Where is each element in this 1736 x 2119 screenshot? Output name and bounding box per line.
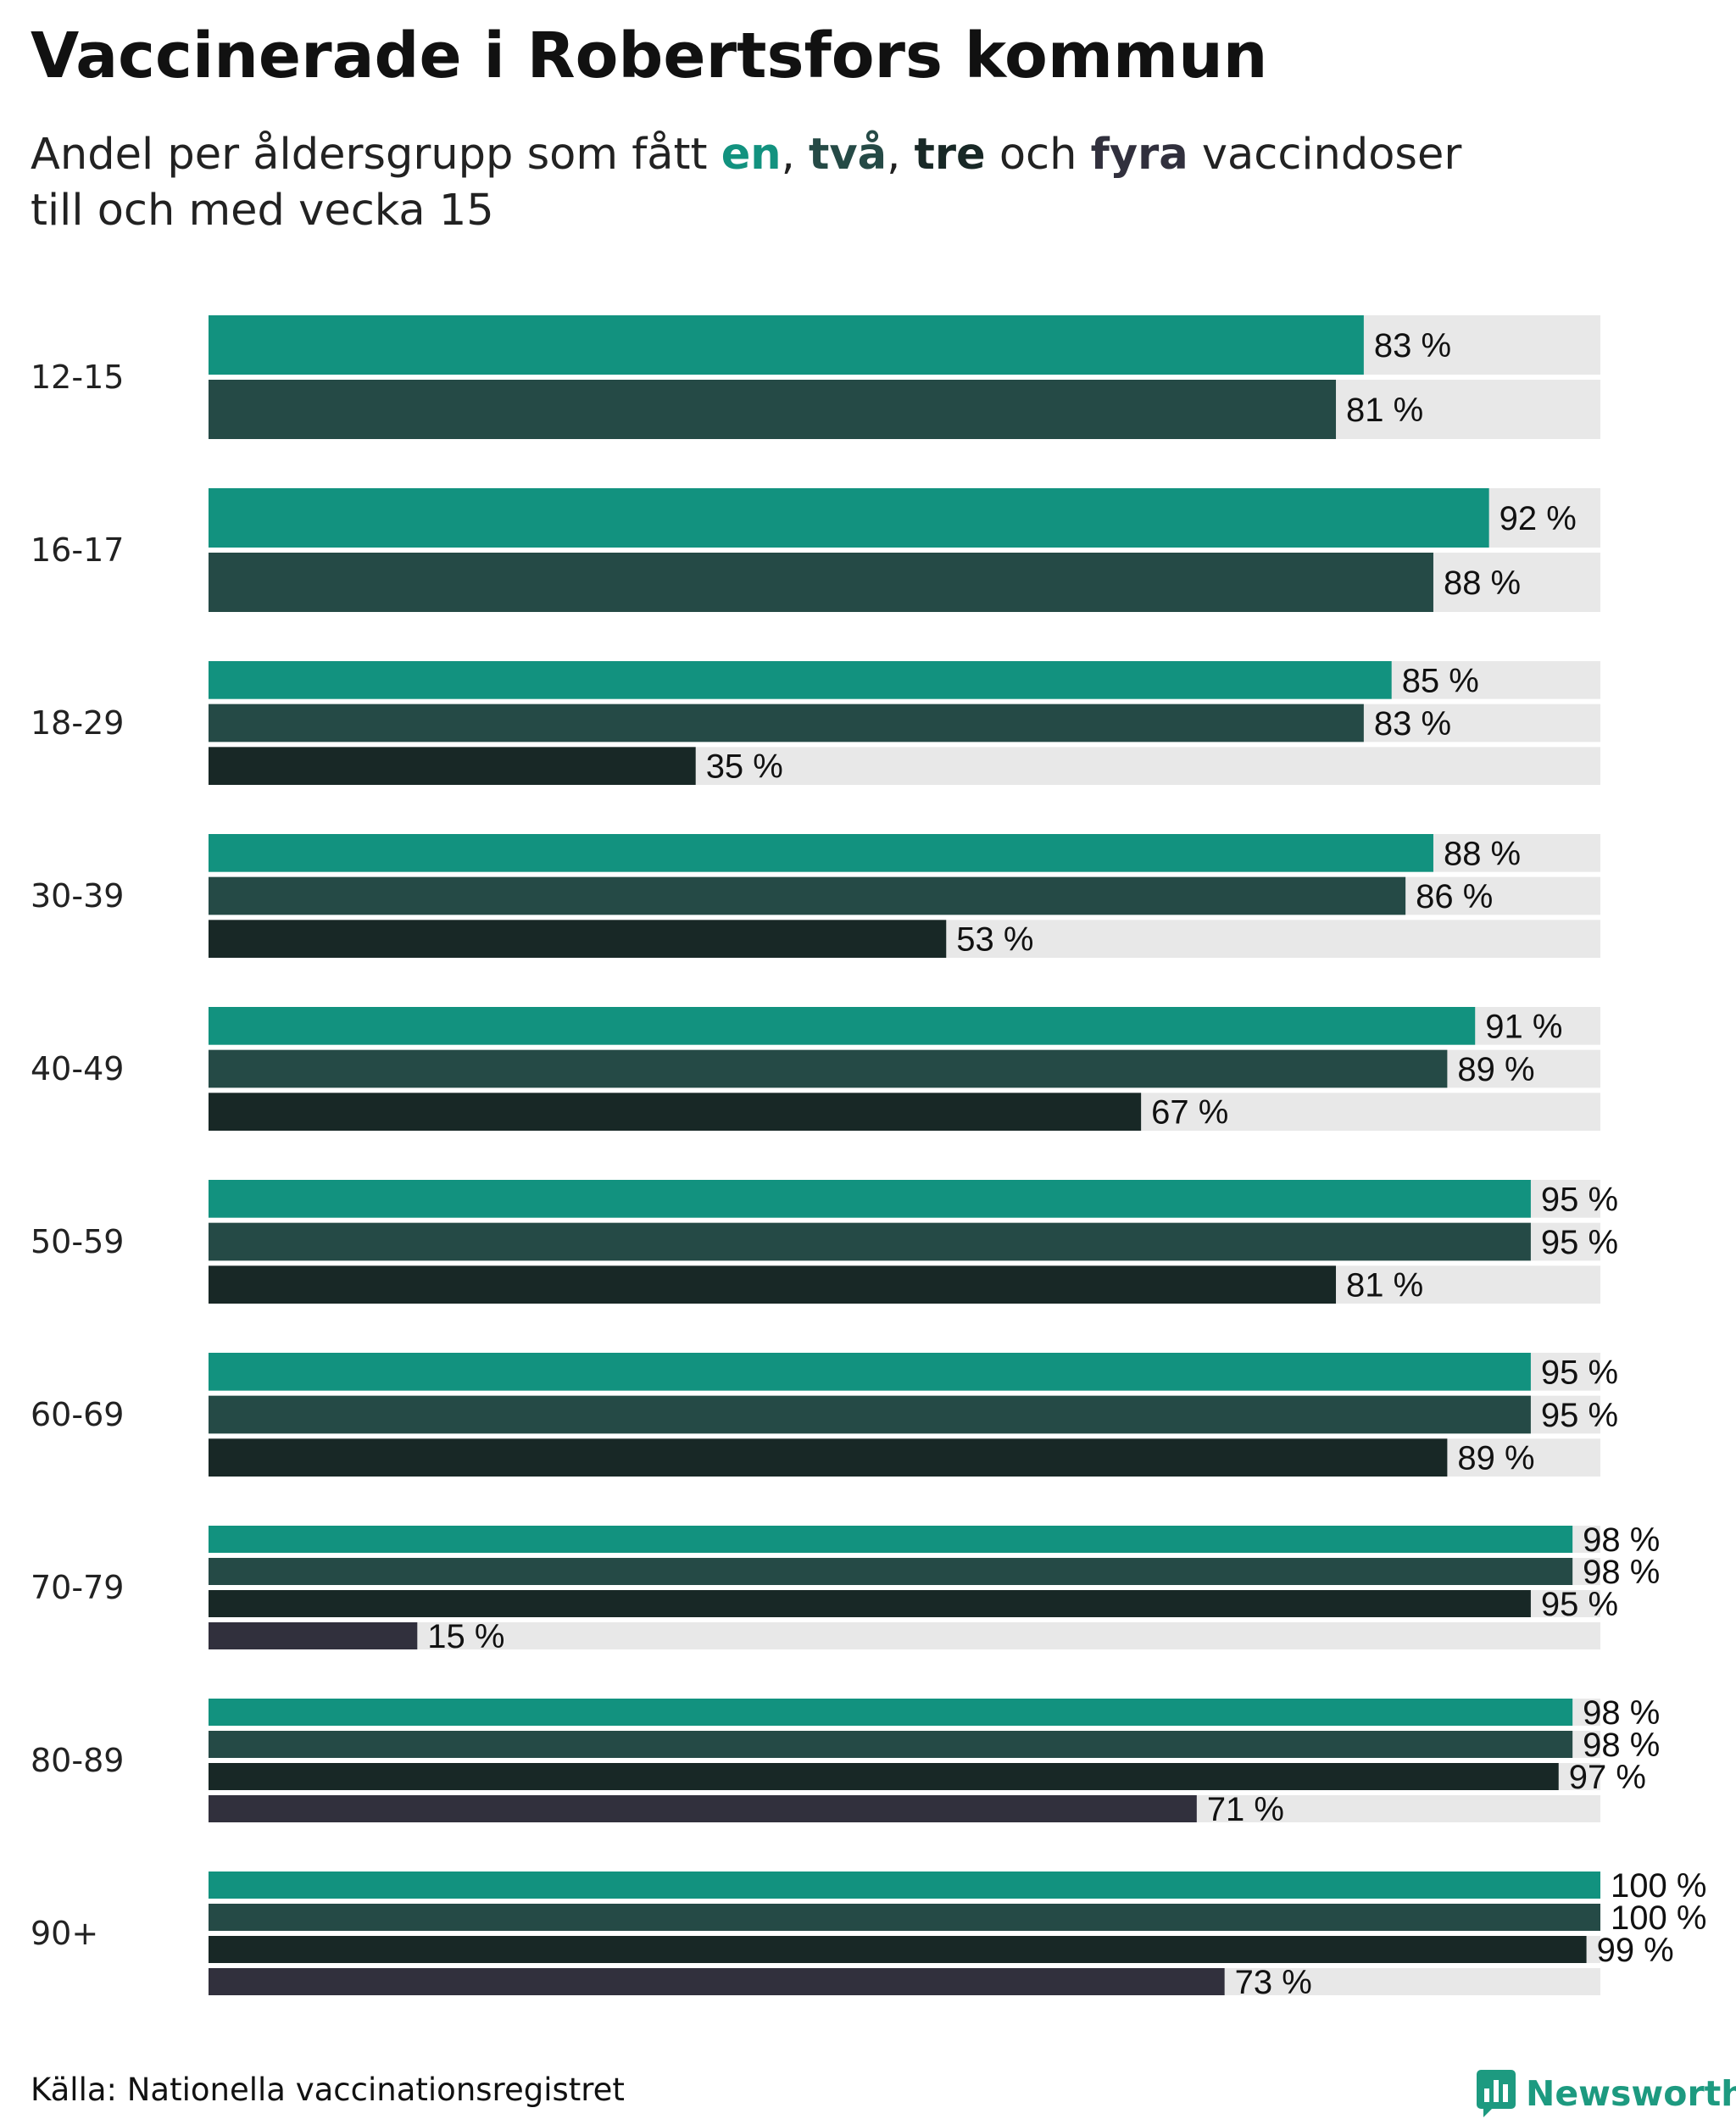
bar (209, 1093, 1142, 1131)
bar (209, 876, 1406, 915)
bar (209, 1222, 1531, 1261)
legend-dose-3: tre (914, 130, 986, 180)
data-label: 83 % (1374, 705, 1451, 742)
bar (209, 1526, 1573, 1553)
data-label: 89 % (1457, 1440, 1534, 1477)
bar (209, 661, 1392, 699)
data-label: 86 % (1416, 878, 1493, 915)
bar (209, 747, 696, 785)
bar (209, 1438, 1448, 1477)
data-label: 91 % (1485, 1008, 1562, 1045)
bar (209, 1936, 1587, 1963)
brand-name: Newsworthy (1526, 2073, 1736, 2114)
bar (209, 380, 1337, 439)
bar (209, 1558, 1573, 1585)
data-label: 98 % (1583, 1554, 1660, 1591)
bar (209, 1795, 1197, 1822)
bar (209, 1049, 1448, 1088)
subtitle-separator: , (887, 130, 915, 180)
category-label: 60-69 (31, 1396, 124, 1433)
data-label: 95 % (1541, 1354, 1618, 1391)
bar (209, 1265, 1337, 1304)
data-label: 95 % (1541, 1397, 1618, 1434)
bar (209, 1622, 418, 1649)
bar (209, 1395, 1531, 1434)
data-label: 98 % (1583, 1727, 1660, 1764)
bar-chart-speech-bubble-icon (1477, 2070, 1516, 2117)
newsworthy-logo: Newsworthy (1477, 2069, 1736, 2118)
data-label: 67 % (1151, 1094, 1228, 1132)
source-note: Källa: Nationella vaccinationsregistret (31, 2072, 625, 2108)
bar (209, 1353, 1531, 1391)
bar (209, 1904, 1600, 1931)
bar (209, 1180, 1531, 1218)
subtitle-separator: och (985, 130, 1091, 180)
category-label: 70-79 (31, 1569, 124, 1606)
data-label: 73 % (1235, 1964, 1312, 2001)
data-label: 95 % (1541, 1224, 1618, 1261)
data-label: 99 % (1597, 1932, 1674, 1969)
data-label: 81 % (1346, 1267, 1423, 1304)
category-label: 90+ (31, 1915, 98, 1952)
category-label: 40-49 (31, 1050, 124, 1087)
bar (209, 1699, 1573, 1726)
data-label: 95 % (1541, 1181, 1618, 1218)
data-label: 97 % (1569, 1759, 1646, 1796)
bar (209, 488, 1489, 548)
data-label: 53 % (956, 921, 1033, 959)
legend-dose-4: fyra (1090, 130, 1188, 180)
chart-subtitle: Andel per åldersgrupp som fått en, två, … (31, 127, 1461, 239)
bar-track (209, 1622, 1600, 1649)
data-label: 100 % (1611, 1867, 1706, 1905)
data-label: 89 % (1457, 1051, 1534, 1088)
subtitle-line-2: till och med vecka 15 (31, 186, 494, 236)
data-label: 95 % (1541, 1586, 1618, 1623)
bar (209, 553, 1433, 612)
data-label: 85 % (1402, 662, 1479, 699)
data-label: 83 % (1374, 327, 1451, 364)
bar (209, 920, 947, 958)
bar (209, 1731, 1573, 1758)
bar (209, 1872, 1600, 1899)
bar (209, 1968, 1225, 1995)
bar (209, 704, 1364, 742)
category-label: 80-89 (31, 1742, 124, 1779)
bar (209, 1763, 1559, 1790)
data-label: 88 % (1444, 565, 1521, 602)
legend-dose-2: två (809, 130, 887, 180)
data-label: 92 % (1500, 500, 1577, 537)
chart-title: Vaccinerade i Robertsfors kommun (31, 19, 1268, 92)
data-label: 15 % (427, 1618, 504, 1655)
category-label: 50-59 (31, 1223, 124, 1260)
subtitle-prefix: Andel per åldersgrupp som fått (31, 130, 721, 180)
bar (209, 1590, 1531, 1617)
data-label: 88 % (1444, 835, 1521, 872)
data-label: 81 % (1346, 392, 1423, 429)
legend-dose-1: en (721, 130, 782, 180)
subtitle-suffix: vaccindoser (1188, 130, 1462, 180)
category-label: 12-15 (31, 359, 124, 396)
data-label: 71 % (1207, 1791, 1284, 1828)
category-label: 18-29 (31, 704, 124, 742)
data-label: 100 % (1611, 1899, 1706, 1937)
bar (209, 834, 1433, 872)
category-label: 30-39 (31, 877, 124, 915)
data-label: 35 % (706, 748, 783, 786)
bar (209, 1007, 1476, 1045)
category-label: 16-17 (31, 531, 124, 569)
data-label: 98 % (1583, 1694, 1660, 1732)
bar (209, 315, 1364, 375)
data-label: 98 % (1583, 1521, 1660, 1559)
subtitle-separator: , (781, 130, 810, 180)
